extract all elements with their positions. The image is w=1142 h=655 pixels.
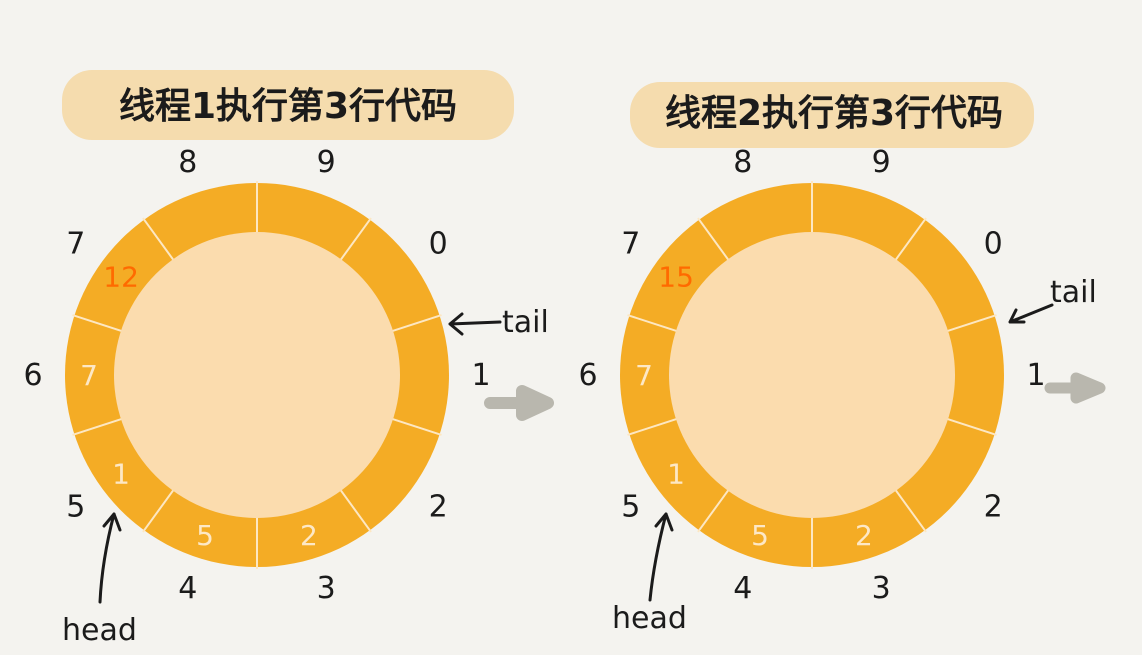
slot-divider — [894, 217, 927, 262]
ring-inner — [669, 232, 955, 518]
head-arrow-icon — [98, 512, 122, 604]
slot-index-7: 7 — [621, 226, 640, 261]
panel-title: 线程2执行第3行代码 — [665, 93, 1003, 134]
slot-index-3: 3 — [872, 571, 891, 606]
right-arrow-icon — [484, 385, 554, 421]
slot-divider — [142, 488, 175, 533]
slot-divider — [697, 217, 730, 262]
slot-value-5: 1 — [667, 458, 685, 491]
slot-index-6: 6 — [578, 358, 597, 393]
title-band — [62, 70, 514, 140]
ring-inner — [114, 232, 400, 518]
slot-index-0: 0 — [429, 226, 448, 261]
slot-index-1: 1 — [471, 358, 490, 393]
slot-index-9: 9 — [872, 145, 891, 180]
slot-index-4: 4 — [178, 571, 197, 606]
slot-index-8: 8 — [178, 145, 197, 180]
slot-value-4: 5 — [196, 519, 214, 552]
head-label: head — [612, 601, 687, 636]
slot-value-5: 1 — [112, 458, 130, 491]
slot-index-1: 1 — [1026, 358, 1045, 393]
slot-divider — [390, 314, 442, 333]
tail-pointer: tail — [1008, 275, 1097, 324]
slot-value-6: 7 — [80, 359, 98, 392]
slot-divider — [894, 488, 927, 533]
slot-value-7: 15 — [658, 260, 694, 293]
tail-arrow-icon — [1008, 303, 1054, 324]
slot-divider — [390, 417, 442, 436]
slot-index-5: 5 — [621, 490, 640, 525]
tail-label: tail — [502, 305, 549, 340]
slot-value-7: 12 — [103, 260, 139, 293]
slot-index-2: 2 — [429, 490, 448, 525]
slot-index-0: 0 — [984, 226, 1003, 261]
slot-index-4: 4 — [733, 571, 752, 606]
slot-divider — [945, 417, 997, 436]
head-pointer: head — [62, 512, 137, 648]
right-arrow-icon — [1044, 372, 1106, 404]
slot-index-8: 8 — [733, 145, 752, 180]
panel-title: 线程1执行第3行代码 — [119, 86, 457, 127]
head-label: head — [62, 613, 137, 648]
slot-divider — [142, 217, 175, 262]
slot-index-2: 2 — [984, 490, 1003, 525]
title-band — [630, 82, 1034, 148]
slot-index-6: 6 — [23, 358, 42, 393]
head-arrow-icon — [648, 512, 674, 602]
slot-divider — [339, 217, 372, 262]
slot-index-9: 9 — [317, 145, 336, 180]
slot-divider — [72, 417, 124, 436]
slot-divider — [72, 314, 124, 333]
tail-arrow-icon — [448, 312, 502, 336]
slot-index-3: 3 — [317, 571, 336, 606]
tail-label: tail — [1050, 275, 1097, 310]
tail-pointer: tail — [448, 305, 549, 340]
slot-dividers — [627, 181, 997, 569]
slot-divider — [339, 488, 372, 533]
slot-value-6: 7 — [635, 359, 653, 392]
slot-divider — [627, 314, 679, 333]
head-pointer: head — [612, 512, 687, 636]
slot-index-7: 7 — [66, 226, 85, 261]
slot-value-3: 2 — [300, 519, 318, 552]
slot-index-5: 5 — [66, 490, 85, 525]
slot-divider — [627, 417, 679, 436]
slot-dividers — [72, 181, 442, 569]
slot-divider — [697, 488, 730, 533]
slot-value-3: 2 — [855, 519, 873, 552]
slot-value-4: 5 — [751, 519, 769, 552]
slot-divider — [945, 314, 997, 333]
